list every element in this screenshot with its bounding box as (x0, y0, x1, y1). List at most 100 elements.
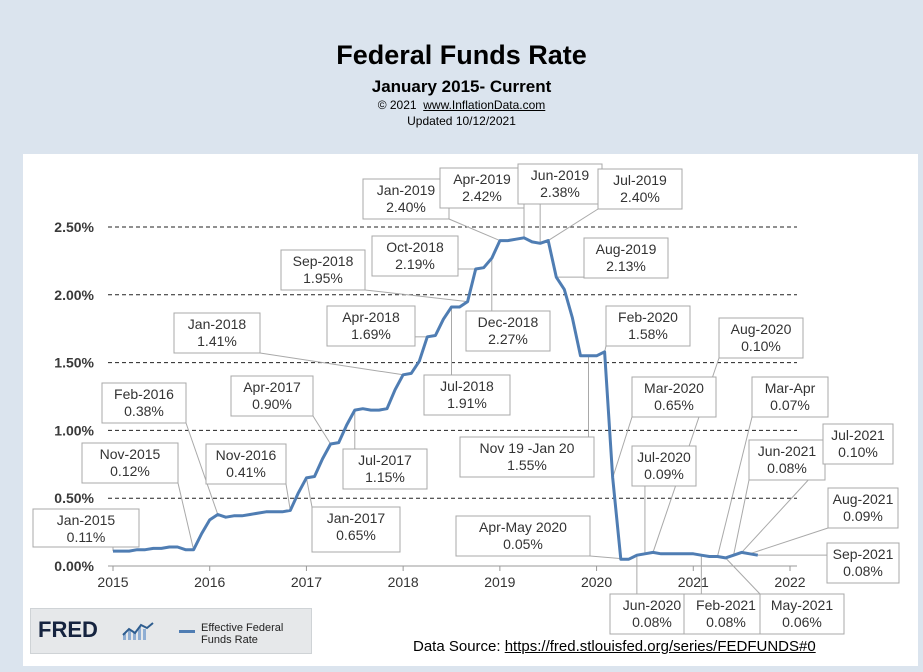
callout-value: 0.08% (706, 614, 746, 630)
callout-value: 2.42% (462, 188, 502, 204)
grid-lines (108, 226, 797, 499)
data-source-link[interactable]: https://fred.stlouisfed.org/series/FEDFU… (504, 638, 816, 655)
callout-box (311, 506, 401, 553)
callout-value: 0.08% (843, 563, 883, 579)
callout-value: 0.07% (770, 397, 810, 413)
callout-leader (733, 479, 750, 556)
legend-line-swatch (179, 630, 195, 633)
callout-leader (612, 416, 633, 479)
callout-box (583, 237, 669, 279)
callout-label: Sep-2021 (833, 546, 894, 562)
callout-box (748, 439, 826, 481)
callout-label: Apr-May 2020 (479, 519, 567, 535)
callout-value: 0.38% (124, 403, 164, 419)
callout-box (459, 436, 595, 478)
callout-leader (448, 218, 501, 242)
callout-label: Jul-2019 (613, 172, 667, 188)
callout-leader (285, 483, 291, 511)
callout-value: 0.08% (767, 460, 807, 476)
callout-value: 0.08% (632, 614, 672, 630)
callout-label: Nov 19 -Jan 20 (480, 440, 575, 456)
callout-label: Jun-2021 (758, 443, 817, 459)
x-tick-label: 2022 (774, 574, 805, 590)
y-tick-label: 0.00% (54, 558, 94, 574)
y-tick-label: 2.00% (54, 287, 94, 303)
callout-value: 1.55% (507, 457, 547, 473)
x-tick-label: 2019 (484, 574, 515, 590)
callout-label: Feb-2020 (618, 309, 678, 325)
callout-label: Apr-2017 (243, 379, 301, 395)
callout-value: 1.41% (197, 333, 237, 349)
series-group (113, 236, 759, 561)
y-axis: 0.00% 0.50% 1.00% 1.50% 2.00% 2.50% (54, 219, 94, 574)
callout-label: Aug-2019 (596, 241, 657, 257)
callout-leader (259, 352, 404, 376)
callout-label: Jan-2018 (188, 316, 247, 332)
fred-legend-box: FRED Effective Federal Funds Rate (30, 608, 312, 654)
callout-box (32, 508, 140, 548)
chart-subtitle: January 2015- Current (371, 77, 552, 96)
callout-value: 2.40% (620, 189, 660, 205)
callout-box (597, 168, 683, 210)
callout-box (827, 487, 899, 529)
x-tick-label: 2021 (678, 574, 709, 590)
callout-label: Apr-2019 (453, 171, 511, 187)
data-source: Data Source: https://fred.stlouisfed.org… (413, 638, 816, 655)
callout-label: May-2021 (771, 597, 833, 613)
fred-logo[interactable]: FRED (38, 617, 98, 642)
callout-value: 0.11% (67, 529, 106, 545)
callout-label: Aug-2020 (731, 321, 792, 337)
callout-label: Dec-2018 (478, 314, 539, 330)
callout-leader (749, 527, 829, 555)
callout-value: 0.41% (226, 464, 266, 480)
callout-value: 2.13% (606, 258, 646, 274)
callout-label: Jan-2019 (377, 182, 436, 198)
callout-box (609, 593, 695, 635)
legend-label: Effective Federal Funds Rate (201, 622, 284, 646)
callout-box (280, 249, 366, 291)
callout-box (683, 593, 769, 635)
callout-value: 1.69% (351, 326, 391, 342)
copyright-link[interactable]: www.InflationData.com (423, 98, 546, 112)
callout-box (101, 382, 187, 424)
callout-label: Jul-2021 (831, 427, 885, 443)
callout-value: 0.12% (110, 463, 150, 479)
callout-box (605, 305, 691, 347)
callout-label: Mar-Apr (765, 380, 816, 396)
callout-label: Jul-2020 (637, 449, 691, 465)
callout-value: 0.10% (741, 338, 781, 354)
callout-value: 2.38% (540, 184, 580, 200)
callout-box (423, 374, 511, 416)
callout-value: 0.09% (843, 508, 883, 524)
x-tick-label: 2016 (194, 574, 225, 590)
callout-leader (364, 289, 468, 303)
callout-value: 0.05% (503, 536, 543, 552)
callout-box (205, 443, 287, 485)
updated-date: Updated 10/12/2021 (407, 114, 516, 128)
x-tick-label: 2015 (97, 574, 128, 590)
callout-box (631, 376, 717, 418)
y-tick-label: 1.50% (54, 355, 94, 371)
callout-leader (547, 208, 599, 241)
callout-leader (305, 477, 313, 508)
x-tick-label: 2017 (291, 574, 322, 590)
callout-label: Nov-2015 (100, 446, 161, 462)
callout-value: 0.10% (838, 444, 878, 460)
series-line (113, 236, 759, 561)
